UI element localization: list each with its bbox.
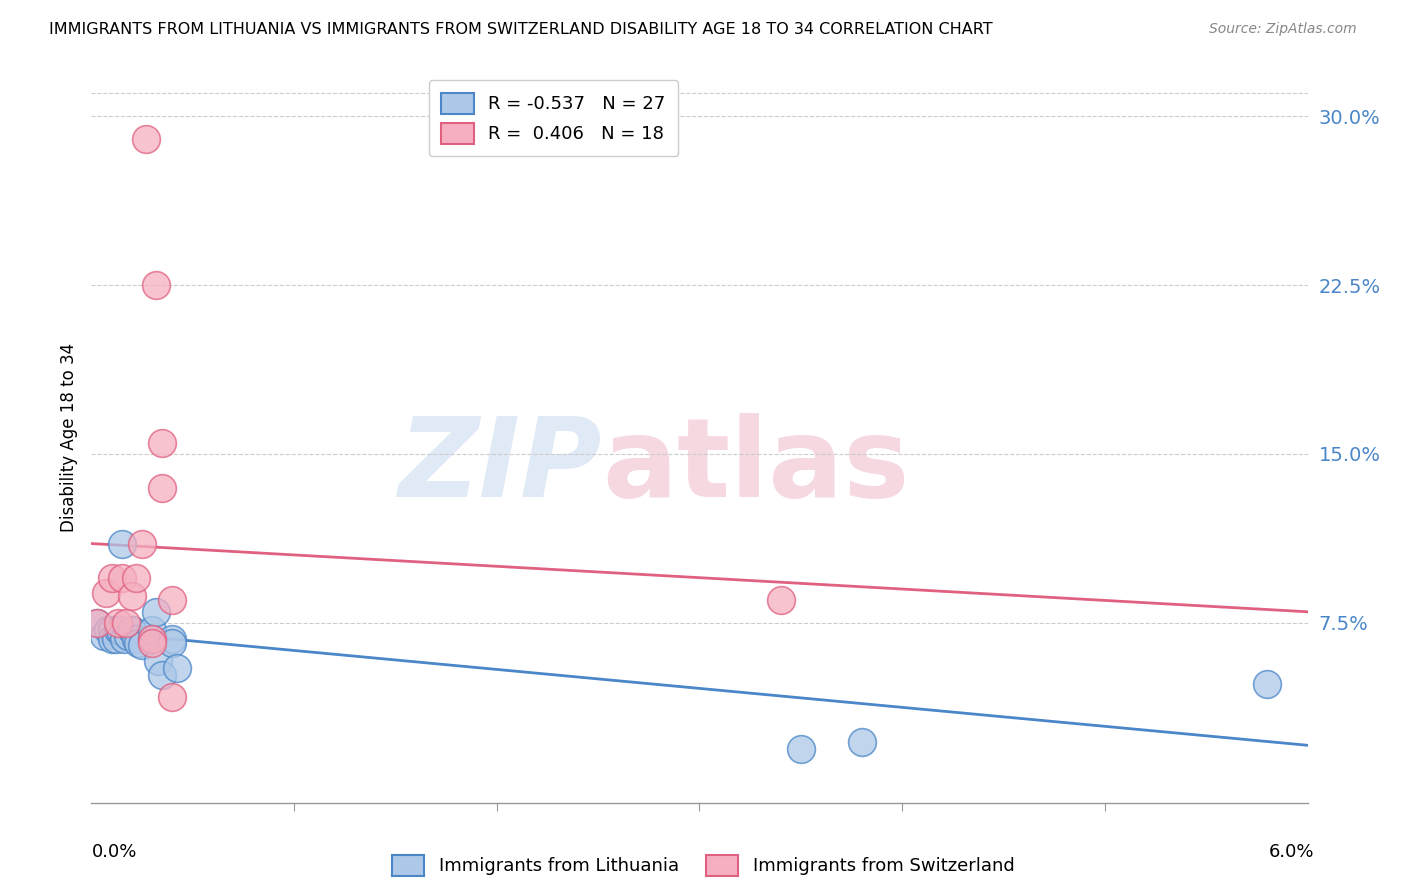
Legend: Immigrants from Lithuania, Immigrants from Switzerland: Immigrants from Lithuania, Immigrants fr… xyxy=(384,847,1022,883)
Point xyxy=(115,615,138,630)
Point xyxy=(100,623,122,637)
Point xyxy=(135,132,157,146)
Point xyxy=(107,615,129,630)
Point xyxy=(166,661,188,675)
Point xyxy=(100,632,122,646)
Text: Source: ZipAtlas.com: Source: ZipAtlas.com xyxy=(1209,22,1357,37)
Point xyxy=(97,623,120,637)
Point xyxy=(150,435,173,450)
Point xyxy=(131,537,153,551)
Point xyxy=(790,741,813,756)
Point xyxy=(121,623,143,637)
Point xyxy=(86,615,108,630)
Point xyxy=(851,735,873,749)
Point xyxy=(127,636,149,650)
Point xyxy=(131,638,153,652)
Point xyxy=(108,623,131,637)
Point xyxy=(121,623,143,637)
Point xyxy=(162,593,184,607)
Point xyxy=(141,632,163,646)
Point xyxy=(141,632,163,646)
Text: 0.0%: 0.0% xyxy=(91,843,136,861)
Point xyxy=(111,537,134,551)
Point xyxy=(145,278,167,293)
Point xyxy=(769,593,792,607)
Point xyxy=(1256,676,1278,690)
Point xyxy=(104,632,127,646)
Point xyxy=(86,615,108,630)
Point xyxy=(162,636,184,650)
Point xyxy=(125,632,148,646)
Legend: R = -0.537   N = 27, R =  0.406   N = 18: R = -0.537 N = 27, R = 0.406 N = 18 xyxy=(429,80,678,156)
Point xyxy=(141,636,163,650)
Text: atlas: atlas xyxy=(602,413,910,520)
Y-axis label: Disability Age 18 to 34: Disability Age 18 to 34 xyxy=(59,343,77,532)
Point xyxy=(148,654,170,668)
Text: ZIP: ZIP xyxy=(399,413,602,520)
Point xyxy=(162,632,184,646)
Text: 6.0%: 6.0% xyxy=(1270,843,1315,861)
Point xyxy=(125,571,148,585)
Point xyxy=(100,571,122,585)
Point xyxy=(107,623,129,637)
Text: IMMIGRANTS FROM LITHUANIA VS IMMIGRANTS FROM SWITZERLAND DISABILITY AGE 18 TO 34: IMMIGRANTS FROM LITHUANIA VS IMMIGRANTS … xyxy=(49,22,993,37)
Point xyxy=(145,605,167,619)
Point xyxy=(117,629,139,643)
Point xyxy=(112,632,135,646)
Point xyxy=(121,589,143,603)
Point xyxy=(162,690,184,704)
Point xyxy=(150,481,173,495)
Point xyxy=(150,667,173,681)
Point xyxy=(141,623,163,637)
Point xyxy=(111,571,134,585)
Point xyxy=(93,629,115,643)
Point xyxy=(94,586,117,600)
